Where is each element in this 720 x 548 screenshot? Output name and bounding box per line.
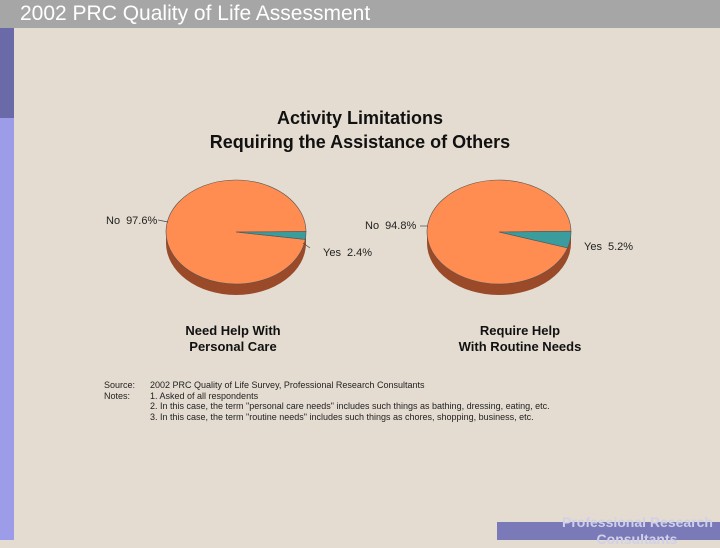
footer-brand-line1: Professional Research: [562, 514, 713, 530]
slide-title: 2002 PRC Quality of Life Assessment: [20, 2, 371, 25]
pie2-no-label: No 94.8%: [365, 220, 416, 232]
footer-band: [497, 522, 720, 540]
pie-chart-routine-needs: [426, 179, 572, 295]
pie2-side: [427, 232, 571, 295]
pie2-caption-line1: Require Help: [479, 323, 561, 338]
left-accent-bar: [0, 0, 14, 540]
pie2-caption-line2: With Routine Needs: [458, 339, 582, 354]
footer-brand: Professional Research Consultants: [562, 514, 713, 548]
pie1-slice-yes: [235, 231, 307, 240]
chart-title-line1: Activity Limitations: [276, 108, 444, 128]
pie2-slice-yes: [498, 230, 572, 249]
pie1-caption-line2: Personal Care: [189, 339, 277, 354]
source-text: 2002 PRC Quality of Life Survey, Profess…: [150, 380, 425, 390]
chart-title: Activity Limitations Requiring the Assis…: [160, 106, 560, 154]
note-item-2: 2. In this case, the term "personal care…: [150, 401, 550, 411]
pie1-side: [166, 232, 306, 295]
chart-subtitle: Requiring the Assistance of Others: [209, 132, 511, 152]
pie-chart-personal-care: [165, 179, 307, 295]
pie2-yes-label: Yes 5.2%: [584, 241, 633, 253]
leader-line-pie1-yes: [302, 242, 311, 249]
note-item-3: 3. In this case, the term "routine needs…: [150, 411, 534, 422]
source-label: Source:: [104, 380, 136, 390]
pie1-caption-line1: Need Help With: [185, 323, 281, 338]
pie2-caption: Require Help With Routine Needs: [410, 323, 630, 355]
left-accent-bar-top: [0, 0, 14, 118]
pie1-caption: Need Help With Personal Care: [123, 323, 343, 355]
pie1-yes-label: Yes 2.4%: [323, 247, 372, 259]
note-item-1: 1. Asked of all respondents: [150, 390, 259, 401]
slide-header: 2002 PRC Quality of Life Assessment: [0, 0, 720, 28]
pie1-no-label: No 97.6%: [106, 215, 157, 227]
notes-label: Notes:: [104, 390, 131, 401]
leader-line-pie1-no: [157, 219, 169, 223]
